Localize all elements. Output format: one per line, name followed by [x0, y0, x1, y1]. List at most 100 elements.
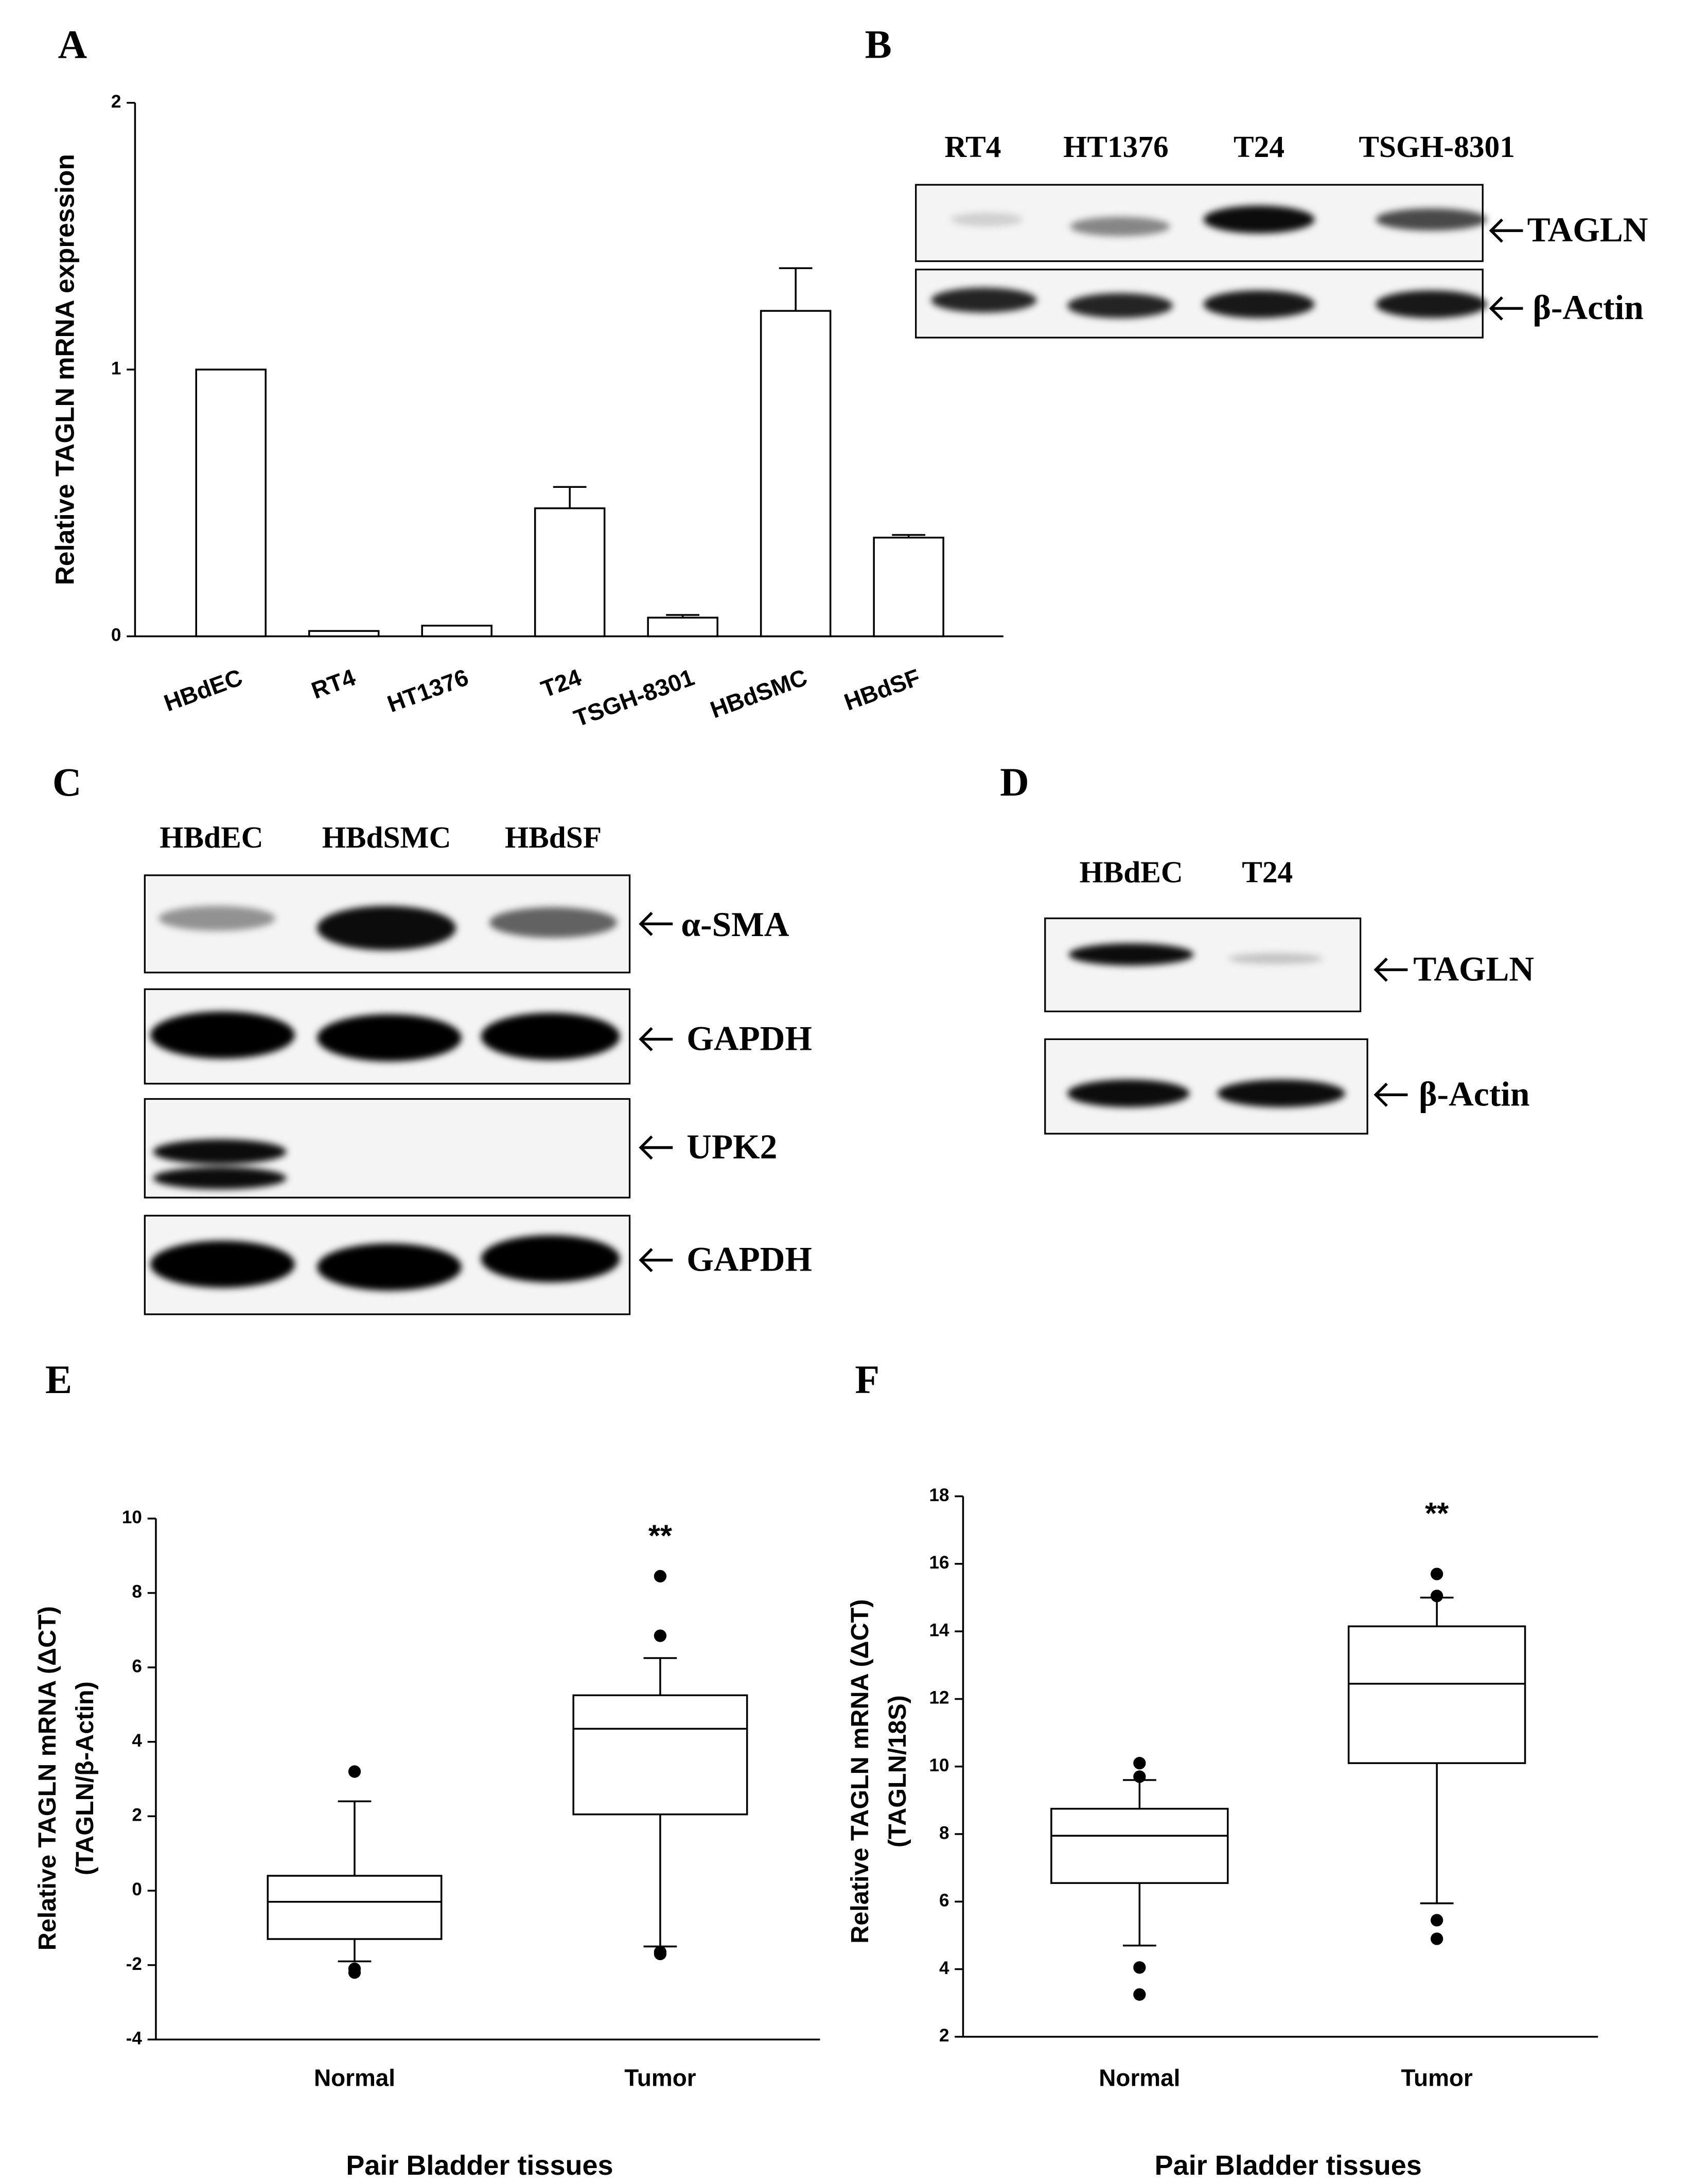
outlier	[1430, 1932, 1443, 1945]
y-axis-label: Relative TAGLN mRNA (ΔCT)	[846, 1599, 874, 1944]
panel-label: F	[855, 1357, 879, 1402]
outlier	[1133, 1757, 1146, 1770]
row-label: GAPDH	[686, 1019, 812, 1058]
lane-label: HBdEC	[160, 820, 263, 854]
annotation: **	[1425, 1496, 1449, 1530]
y-tick-label: 2	[939, 2026, 949, 2046]
y-tick-label: 10	[122, 1507, 142, 1527]
band	[931, 287, 1037, 313]
band	[1068, 943, 1194, 966]
outlier	[1430, 1567, 1443, 1580]
band	[1376, 208, 1487, 231]
bands	[1067, 943, 1345, 1107]
band	[1203, 205, 1315, 234]
x-axis-label: Pair Bladder tissues	[1155, 2150, 1422, 2181]
arrow	[1489, 218, 1523, 243]
y-axis-label: Relative TAGLN mRNA (ΔCT)	[33, 1606, 61, 1950]
band	[1376, 290, 1487, 319]
x-tick-label: Normal	[1099, 2065, 1180, 2091]
blot-d: HBdEC T24 TAGLN β-Actin	[1044, 855, 1534, 1135]
y-axis-label: (TAGLN/β-Actin)	[71, 1681, 99, 1875]
bar	[534, 507, 606, 638]
y-tick-label: 8	[132, 1582, 142, 1602]
band	[489, 907, 618, 938]
band	[150, 1011, 295, 1059]
panel-label: C	[52, 760, 82, 804]
annotation: **	[648, 1518, 673, 1553]
band	[1203, 290, 1315, 319]
band	[150, 1240, 295, 1288]
y-tick-label: 12	[929, 1688, 949, 1708]
y-tick-label: 0	[111, 625, 121, 645]
panel-label: E	[45, 1357, 72, 1402]
x-axis-label: Pair Bladder tissues	[346, 2150, 613, 2181]
arrow	[639, 1027, 673, 1051]
lane-label: HBdEC	[1079, 855, 1183, 889]
arrow	[1489, 296, 1523, 321]
y-tick-label: 6	[132, 1656, 142, 1676]
bar	[195, 368, 267, 638]
band	[1067, 1079, 1190, 1107]
bands	[150, 906, 620, 1291]
row-label: β-Actin	[1533, 288, 1643, 327]
y-tick-label: 16	[929, 1553, 949, 1573]
arrow	[1374, 957, 1408, 982]
band	[950, 213, 1023, 227]
lane-label: T24	[1242, 855, 1293, 889]
band	[481, 1013, 620, 1060]
band	[481, 1235, 620, 1282]
x-tick-label: Tumor	[1401, 2065, 1472, 2091]
y-tick-label: -4	[126, 2028, 143, 2048]
blot-b: RT4 HT1376 T24 TSGH-8301 TAGLN β-Actin	[915, 130, 1648, 339]
band	[317, 1243, 462, 1291]
panel-label: B	[865, 22, 892, 66]
row-label: TAGLN	[1527, 210, 1648, 249]
band	[1070, 217, 1170, 236]
band	[317, 1014, 462, 1062]
bar	[873, 536, 944, 638]
lane-label: TSGH-8301	[1359, 130, 1515, 164]
y-tick-label: 0	[132, 1879, 142, 1899]
bar	[308, 630, 380, 638]
band	[1217, 1079, 1345, 1107]
outlier	[654, 1629, 667, 1642]
outlier	[1430, 1914, 1443, 1927]
outlier	[1133, 1770, 1146, 1783]
y-tick-label: 2	[111, 92, 121, 112]
x-tick-label: Normal	[314, 2065, 395, 2091]
band	[159, 906, 276, 931]
band	[153, 1139, 287, 1165]
y-tick-label: 4	[939, 1958, 949, 1978]
outlier	[348, 1966, 361, 1979]
x-tick-label: Tumor	[624, 2065, 696, 2091]
arrow	[1374, 1082, 1408, 1107]
y-tick-label: 2	[132, 1805, 142, 1825]
band	[153, 1167, 287, 1189]
outlier	[1133, 1988, 1146, 2001]
outlier	[1133, 1961, 1146, 1974]
row-label: GAPDH	[686, 1240, 812, 1279]
y-tick-label: 1	[111, 358, 121, 378]
bar	[760, 310, 832, 638]
blot-c: HBdEC HBdSMC HBdSF α-SMA GAPDH UPK2 GAPD…	[144, 820, 812, 1315]
lane-label: HBdSF	[505, 820, 602, 854]
row-label: α-SMA	[681, 905, 789, 944]
lane-label: RT4	[944, 130, 1001, 164]
band	[1228, 953, 1323, 964]
arrow	[639, 911, 673, 936]
bar	[647, 617, 718, 638]
y-tick-label: 6	[939, 1891, 949, 1911]
arrow	[639, 1248, 673, 1273]
row-label: β-Actin	[1419, 1075, 1529, 1113]
lane-label: HBdSMC	[322, 820, 451, 854]
y-axis-label: (TAGLN/18S)	[884, 1695, 911, 1847]
y-tick-label: 8	[939, 1823, 949, 1843]
arrow	[639, 1135, 673, 1160]
y-tick-label: -2	[126, 1954, 142, 1974]
y-tick-label: 18	[929, 1485, 949, 1505]
y-tick-label: 4	[132, 1731, 142, 1751]
bar	[421, 624, 492, 638]
blot-frame	[1044, 917, 1362, 1013]
